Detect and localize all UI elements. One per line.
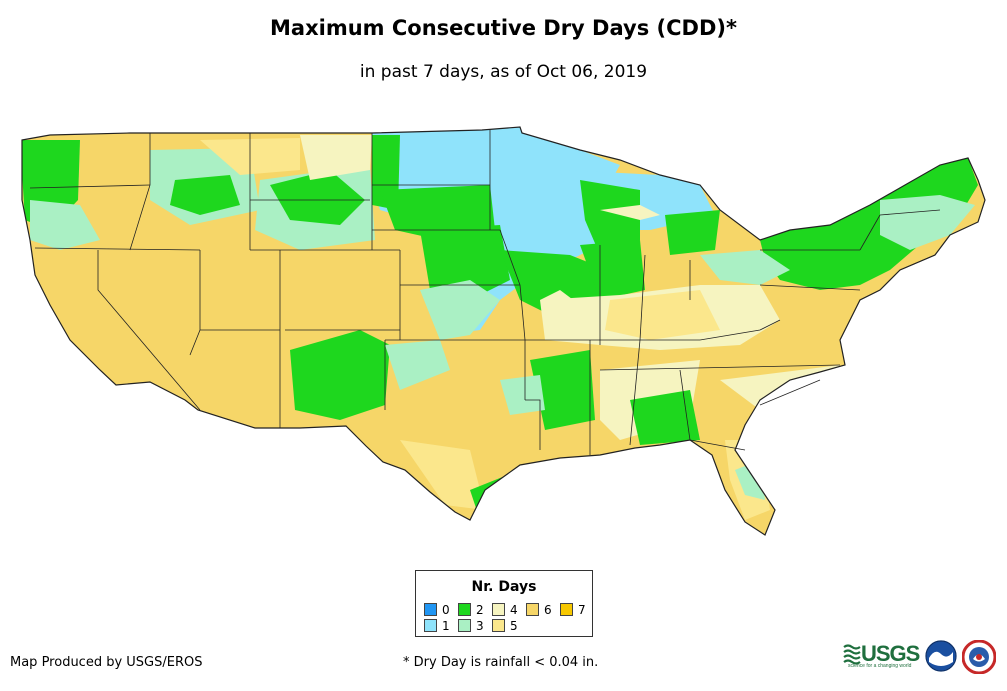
legend-item-5: 5 bbox=[492, 619, 518, 632]
map-title: Maximum Consecutive Dry Days (CDD)* bbox=[270, 16, 737, 40]
usgs-wordmark: USGS bbox=[861, 641, 920, 666]
legend-swatch-4 bbox=[492, 603, 505, 616]
legend-swatch-7 bbox=[560, 603, 573, 616]
noaa-logo-icon bbox=[925, 640, 957, 672]
usgs-logo: USGS science for a changing world bbox=[843, 641, 921, 671]
legend-swatch-6 bbox=[526, 603, 539, 616]
legend-swatch-2 bbox=[458, 603, 471, 616]
legend-title: Nr. Days bbox=[471, 579, 537, 595]
legend-item-6: 6 bbox=[526, 603, 552, 616]
us-dry-days-map bbox=[21, 126, 986, 536]
legend-label-7: 7 bbox=[578, 603, 586, 617]
legend-item-2: 2 bbox=[458, 603, 484, 616]
legend-item-4: 4 bbox=[492, 603, 518, 616]
legend-swatch-0 bbox=[424, 603, 437, 616]
legend-swatch-1 bbox=[424, 619, 437, 632]
legend-label-2: 2 bbox=[476, 603, 484, 617]
legend-label-6: 6 bbox=[544, 603, 552, 617]
region-southern-plains-green bbox=[290, 330, 390, 420]
nws-logo-icon bbox=[962, 640, 996, 674]
dry-day-footnote: * Dry Day is rainfall < 0.04 in. bbox=[403, 655, 599, 670]
legend-item-1: 1 bbox=[424, 619, 450, 632]
legend-item-7: 7 bbox=[560, 603, 586, 616]
region-northeast-green bbox=[760, 158, 978, 290]
state-boundaries bbox=[29, 130, 941, 455]
legend-item-0: 0 bbox=[424, 603, 450, 616]
legend-swatch-5 bbox=[492, 619, 505, 632]
map-subtitle: in past 7 days, as of Oct 06, 2019 bbox=[359, 62, 648, 82]
us-outline bbox=[21, 126, 986, 536]
map-credit: Map Produced by USGS/EROS bbox=[10, 655, 203, 670]
usgs-tagline: science for a changing world bbox=[848, 663, 912, 669]
legend-label-5: 5 bbox=[510, 619, 518, 633]
map-fill-regions bbox=[22, 127, 985, 535]
legend-box: Nr. Days 0 1 2 3 4 5 6 7 bbox=[415, 570, 593, 637]
legend-label-0: 0 bbox=[442, 603, 450, 617]
usgs-wave-icon bbox=[843, 644, 861, 665]
legend-swatch-3 bbox=[458, 619, 471, 632]
legend-item-3: 3 bbox=[458, 619, 484, 632]
legend-label-3: 3 bbox=[476, 619, 484, 633]
legend-label-1: 1 bbox=[442, 619, 450, 633]
legend-label-4: 4 bbox=[510, 603, 518, 617]
